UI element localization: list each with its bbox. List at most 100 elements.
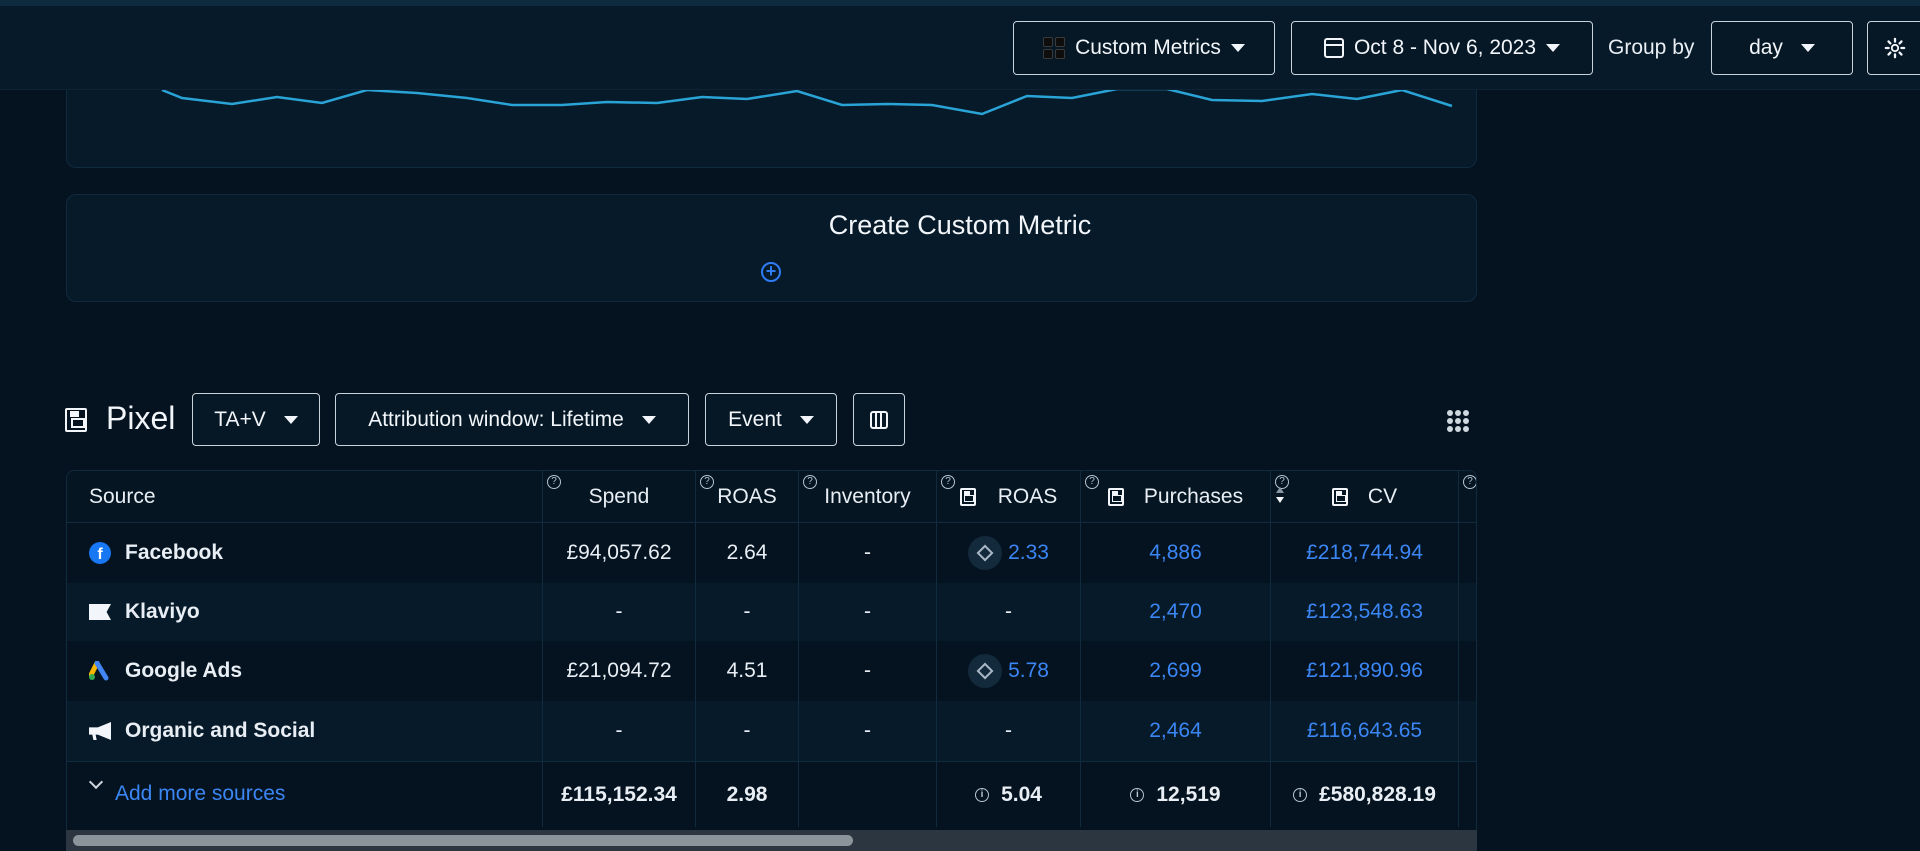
cube-icon <box>968 536 1003 570</box>
attribution-model-label: TA+V <box>214 407 266 431</box>
pixel-icon <box>1331 487 1348 506</box>
header-inventory[interactable]: ? Inventory <box>799 471 937 522</box>
table-row[interactable]: Klaviyo - - - - 2,470 £123,548.63 <box>67 583 1476 641</box>
scrollbar-thumb[interactable] <box>73 835 853 846</box>
totals-row: Add more sources £115,152.34 2.98 i 5.04… <box>67 761 1476 827</box>
megaphone-icon <box>89 722 111 740</box>
event-label: Event <box>728 407 782 431</box>
total-roas: 2.98 <box>696 762 799 827</box>
chevron-down-icon <box>88 774 104 790</box>
group-by-value: day <box>1749 36 1783 59</box>
cv-cell[interactable]: £123,548.63 <box>1271 583 1459 641</box>
inventory-cell: - <box>799 641 937 701</box>
attribution-model-select[interactable]: TA+V <box>192 393 320 446</box>
purchases-cell[interactable]: 2,464 <box>1081 701 1271 761</box>
roas-cell: - <box>696 701 799 761</box>
purchases-cell[interactable]: 4,886 <box>1081 523 1271 583</box>
cube-icon <box>968 654 1003 688</box>
cv-cell[interactable]: £218,744.94 <box>1271 523 1459 583</box>
cv-cell[interactable]: £116,643.65 <box>1271 701 1459 761</box>
chevron-down-icon <box>283 415 298 424</box>
roas-cell: 2.64 <box>696 523 799 583</box>
spend-cell: - <box>543 583 696 641</box>
columns-icon <box>870 410 888 429</box>
purchases-cell[interactable]: 2,470 <box>1081 583 1271 641</box>
table-row[interactable]: f Facebook £94,057.62 2.64 - 2.33 4,886 … <box>67 523 1476 583</box>
help-icon[interactable]: ? <box>1275 475 1289 489</box>
header-roas[interactable]: ? ROAS <box>696 471 799 522</box>
custom-metrics-icon <box>1043 37 1066 59</box>
group-by-select[interactable]: day <box>1711 21 1853 75</box>
create-custom-metric-title: Create Custom Metric <box>828 210 1092 240</box>
pixel-icon <box>1107 487 1124 506</box>
help-icon[interactable]: ? <box>700 475 714 489</box>
info-icon[interactable]: i <box>1130 787 1145 802</box>
custom-metrics-button[interactable]: Custom Metrics <box>1013 21 1275 75</box>
source-name: Google Ads <box>125 659 243 682</box>
total-cv: i £580,828.19 <box>1271 762 1459 827</box>
chevron-down-icon <box>1546 44 1561 52</box>
sparkline <box>161 87 1453 116</box>
calendar-icon <box>1323 38 1344 58</box>
header-spend[interactable]: ? Spend <box>543 471 696 522</box>
spend-cell: £94,057.62 <box>543 523 696 583</box>
source-name: Organic and Social <box>125 719 316 742</box>
pixel-icon <box>65 408 87 432</box>
help-icon[interactable]: ? <box>803 475 817 489</box>
inventory-cell: - <box>799 523 937 583</box>
table-row[interactable]: Organic and Social - - - - 2,464 £116,64… <box>67 701 1476 761</box>
create-custom-metric-card[interactable] <box>66 194 1477 302</box>
pixel-roas-cell: - <box>937 701 1081 761</box>
source-name: Klaviyo <box>125 600 200 623</box>
help-icon[interactable]: ? <box>1085 475 1099 489</box>
pixel-title: Pixel <box>106 400 176 436</box>
pixel-roas-cell[interactable]: 2.33 <box>937 523 1081 583</box>
attribution-window-label: Attribution window: Lifetime <box>368 407 624 431</box>
columns-button[interactable] <box>853 393 905 446</box>
help-icon[interactable]: ? <box>1463 475 1476 489</box>
event-select[interactable]: Event <box>705 393 837 446</box>
date-range-button[interactable]: Oct 8 - Nov 6, 2023 <box>1291 21 1593 75</box>
header-source[interactable]: Source <box>67 471 543 522</box>
add-more-sources-link[interactable]: Add more sources <box>67 762 543 827</box>
horizontal-scrollbar[interactable] <box>66 830 1477 851</box>
roas-cell: 4.51 <box>696 641 799 701</box>
inventory-cell: - <box>799 701 937 761</box>
help-icon[interactable]: ? <box>941 475 955 489</box>
info-icon[interactable]: i <box>975 787 990 802</box>
spend-cell: £21,094.72 <box>543 641 696 701</box>
info-icon[interactable]: i <box>1293 787 1308 802</box>
total-pixel-roas: i 5.04 <box>937 762 1081 827</box>
custom-metrics-label: Custom Metrics <box>1075 36 1221 59</box>
total-spend: £115,152.34 <box>543 762 696 827</box>
plus-circle-icon[interactable]: + <box>761 262 781 282</box>
grid-dots-icon[interactable] <box>1447 410 1469 432</box>
top-strip <box>0 0 1920 6</box>
spend-cell: - <box>543 701 696 761</box>
pixel-roas-cell[interactable]: 5.78 <box>937 641 1081 701</box>
chevron-down-icon <box>1800 44 1815 52</box>
sort-icon[interactable] <box>1275 485 1285 505</box>
chevron-down-icon <box>799 415 814 424</box>
chevron-down-icon <box>1230 44 1245 52</box>
table-row[interactable]: Google Ads £21,094.72 4.51 - 5.78 2,699 … <box>67 641 1476 701</box>
header-purchases[interactable]: ? Purchases <box>1081 471 1271 522</box>
table-header: Source ? Spend ? ROAS ? Inventory ? ROAS… <box>67 471 1476 523</box>
cv-cell[interactable]: £121,890.96 <box>1271 641 1459 701</box>
google-ads-icon <box>89 661 109 681</box>
flag-icon <box>89 604 111 620</box>
roas-cell: - <box>696 583 799 641</box>
pixel-icon <box>959 487 976 506</box>
header-pixel-roas[interactable]: ? ROAS <box>937 471 1081 522</box>
pixel-roas-cell: - <box>937 583 1081 641</box>
attribution-window-select[interactable]: Attribution window: Lifetime <box>335 393 689 446</box>
header-cv[interactable]: ? CV <box>1271 471 1459 522</box>
facebook-icon: f <box>89 542 111 564</box>
help-icon[interactable]: ? <box>547 475 561 489</box>
purchases-cell[interactable]: 2,699 <box>1081 641 1271 701</box>
top-toolbar: Custom Metrics Oct 8 - Nov 6, 2023 Group… <box>0 6 1920 90</box>
group-by-label: Group by <box>1608 36 1695 59</box>
settings-button[interactable] <box>1867 21 1920 75</box>
attribution-table: Source ? Spend ? ROAS ? Inventory ? ROAS… <box>66 470 1477 851</box>
total-inventory <box>799 762 937 827</box>
